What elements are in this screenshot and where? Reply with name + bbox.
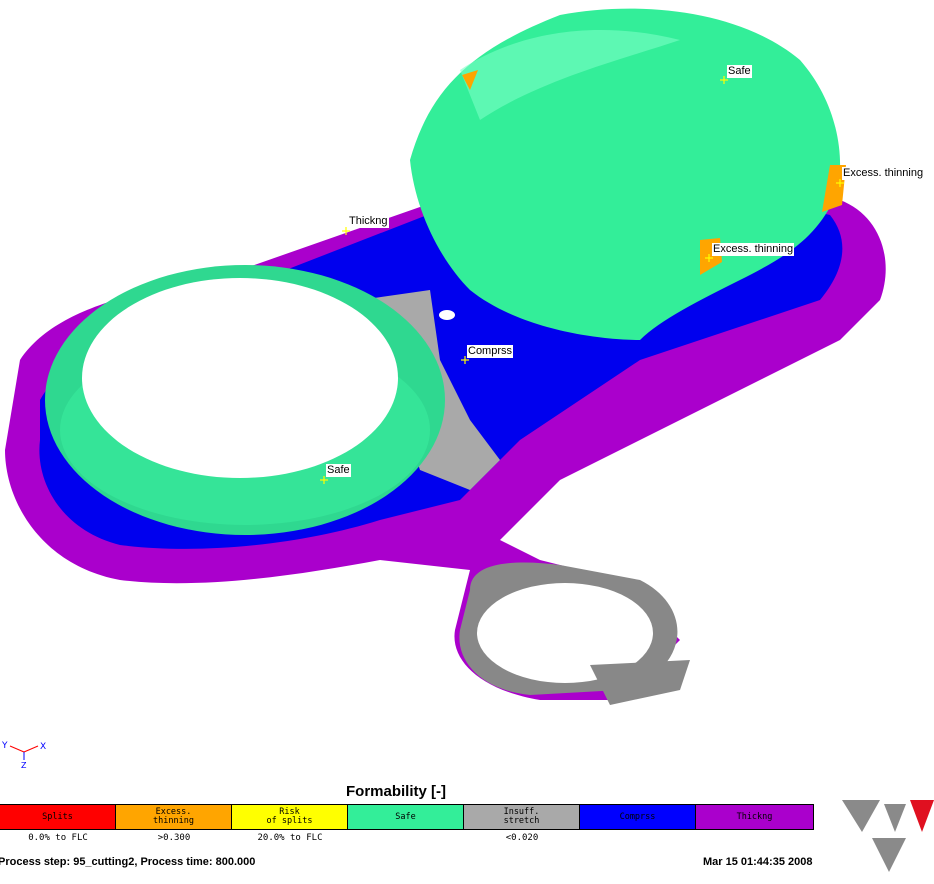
process-status: Process step: 95_cutting2, Process time:… (0, 856, 256, 868)
axis-triad-icon: Y X Z (2, 741, 46, 768)
part-dome-highlight (460, 30, 680, 120)
label-safe-bottom: Safe (326, 464, 351, 477)
legend-range-0: 0.0% to FLC (28, 833, 88, 843)
marker-thinning-right (836, 179, 844, 187)
legend-range-2: 20.0% to FLC (257, 833, 323, 843)
label-comprss: Comprss (467, 345, 514, 358)
legend-cell-3: Safe (348, 805, 464, 829)
legend-cell-5: Comprss (580, 805, 696, 829)
part-ring-tab-hole (477, 583, 653, 683)
part-hole (82, 278, 398, 478)
legend-cell-4: Insuff. stretch (464, 805, 580, 829)
marker-comprss (461, 356, 469, 364)
label-excess-thinning-right: Excess. thinning (842, 167, 925, 180)
legend-title: Formability [-] (346, 783, 446, 800)
marker-thickng (342, 227, 350, 235)
marker-safe-top (720, 76, 728, 84)
label-excess-thinning-mid: Excess. thinning (712, 243, 795, 256)
label-thickng: Thickng (348, 215, 389, 228)
part-thinning-spot-2 (822, 165, 846, 212)
timestamp: Mar 15 01:44:35 2008 (703, 856, 813, 868)
legend-cell-0: Splits (0, 805, 116, 829)
formability-legend: Splits Excess. thinning Risk of splits Safe… (0, 804, 814, 830)
marker-thinning-mid (705, 254, 713, 262)
autoform-logo-icon (842, 800, 934, 872)
axis-y-label: Y (2, 741, 8, 751)
legend-cell-6: Thickng (696, 805, 814, 829)
axis-x-label: X (40, 742, 46, 752)
part-thinning-spot-3 (462, 70, 478, 90)
legend-range-1: >0.300 (157, 833, 191, 843)
axis-z-label: Z (21, 761, 27, 768)
legend-cell-2: Risk of splits (232, 805, 348, 829)
part-ring-tab-flat (590, 660, 690, 705)
legend-range-4: <0.020 (505, 833, 539, 843)
marker-safe-bottom (320, 476, 328, 484)
label-safe-top: Safe (727, 65, 752, 78)
legend-cell-1: Excess. thinning (116, 805, 232, 829)
part-small-hole (439, 310, 455, 320)
model-viewport[interactable] (0, 0, 934, 760)
